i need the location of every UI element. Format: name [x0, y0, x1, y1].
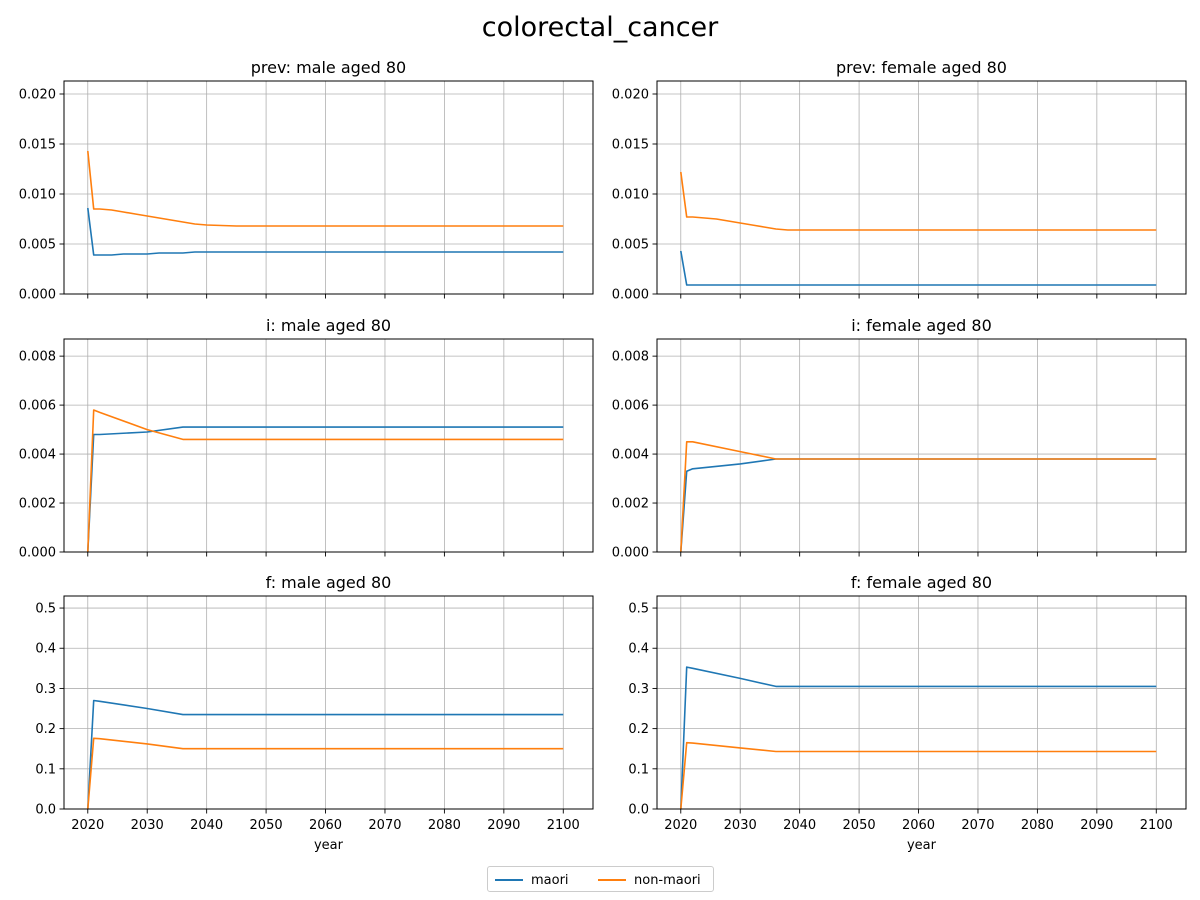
y-tick-label: 0.3	[628, 682, 649, 697]
subplot-title: prev: female aged 80	[836, 58, 1007, 77]
y-tick-label: 0.015	[612, 138, 649, 153]
subplot-prev-female-aged-80: 0.000 0.005 0.010 0.015 0.020 prev: female ag…	[612, 58, 1187, 303]
x-tick-label: 2050	[843, 818, 876, 833]
legend-line-non-maori	[598, 879, 626, 881]
y-tick-label: 0.000	[612, 546, 649, 561]
y-tick-label: 0.005	[19, 238, 56, 253]
legend-line-maori	[495, 879, 523, 881]
x-tick-label: 2020	[71, 818, 104, 833]
series-line-non-maori	[680, 171, 1157, 231]
axes-frame	[63, 595, 594, 810]
subplot-f-female-aged-80: 2020 2030 2040 2050 2060 2070 2080 2090 2100 0.0 0…	[628, 573, 1187, 853]
subplot-title: prev: male aged 80	[251, 58, 406, 77]
y-tick-label: 0.000	[612, 288, 649, 303]
x-tick-label: 2080	[1021, 818, 1054, 833]
series-line-non-maori	[680, 741, 1157, 810]
subplot-f-male-aged-80: 2020 2030 2040 2050 2060 2070 2080 2090 2100 0.0 0…	[35, 573, 594, 853]
x-tick-label: 2100	[547, 818, 580, 833]
y-tick-label: 0.0	[628, 803, 649, 818]
x-tick-label: 2040	[783, 818, 816, 833]
legend: maori non-maori	[487, 866, 714, 892]
series-line-maori	[680, 666, 1157, 810]
y-tick-label: 0.002	[612, 497, 649, 512]
y-tick-label: 0.006	[612, 399, 649, 414]
subplot-title: f: female aged 80	[851, 573, 992, 592]
series-line-maori	[87, 699, 564, 810]
axes-frame	[63, 338, 594, 553]
y-tick-label: 0.2	[35, 722, 56, 737]
x-axis-label: year	[907, 838, 937, 853]
y-tick-label: 0.004	[612, 448, 649, 463]
x-tick-label: 2060	[902, 818, 935, 833]
x-tick-label: 2070	[961, 818, 994, 833]
x-tick-label: 2070	[368, 818, 401, 833]
y-tick-label: 0.5	[628, 602, 649, 617]
series-line-non-maori	[87, 409, 564, 553]
x-tick-label: 2100	[1140, 818, 1173, 833]
x-tick-label: 2030	[131, 818, 164, 833]
y-tick-label: 0.020	[612, 88, 649, 103]
y-tick-label: 0.002	[19, 497, 56, 512]
subplot-title: f: male aged 80	[266, 573, 392, 592]
series-line-non-maori	[680, 440, 1157, 553]
x-tick-label: 2090	[487, 818, 520, 833]
series-line-non-maori	[87, 737, 564, 810]
series-line-maori	[87, 207, 564, 256]
axes-frame	[656, 80, 1187, 295]
series-line-non-maori	[87, 150, 564, 227]
y-tick-label: 0.0	[35, 803, 56, 818]
y-tick-label: 0.020	[19, 88, 56, 103]
y-tick-label: 0.008	[612, 350, 649, 365]
legend-label-maori: maori	[531, 872, 569, 888]
subplot-i-male-aged-80: 0.000 0.002 0.004 0.006 0.008 i: male aged 80	[19, 316, 594, 561]
y-tick-label: 0.000	[19, 546, 56, 561]
legend-label-non-maori: non-maori	[634, 872, 701, 888]
y-tick-label: 0.000	[19, 288, 56, 303]
y-tick-label: 0.1	[35, 762, 56, 777]
y-tick-label: 0.3	[35, 682, 56, 697]
x-tick-label: 2040	[190, 818, 223, 833]
series-line-maori	[680, 250, 1157, 286]
y-tick-label: 0.1	[628, 762, 649, 777]
y-tick-label: 0.005	[612, 238, 649, 253]
x-tick-label: 2020	[664, 818, 697, 833]
x-tick-label: 2080	[428, 818, 461, 833]
legend-item-maori: maori	[495, 867, 569, 893]
y-tick-label: 0.015	[19, 138, 56, 153]
y-tick-label: 0.4	[628, 642, 649, 657]
subplot-title: i: male aged 80	[266, 316, 391, 335]
y-tick-label: 0.008	[19, 350, 56, 365]
y-tick-label: 0.5	[35, 602, 56, 617]
axes-frame	[656, 595, 1187, 810]
x-tick-label: 2050	[250, 818, 283, 833]
subplot-i-female-aged-80: 0.000 0.002 0.004 0.006 0.008 i: female aged …	[612, 316, 1187, 561]
x-tick-label: 2060	[309, 818, 342, 833]
y-tick-label: 0.004	[19, 448, 56, 463]
y-tick-label: 0.010	[19, 188, 56, 203]
x-tick-label: 2030	[724, 818, 757, 833]
y-tick-label: 0.2	[628, 722, 649, 737]
x-tick-label: 2090	[1080, 818, 1113, 833]
y-tick-label: 0.4	[35, 642, 56, 657]
subplot-title: i: female aged 80	[851, 316, 992, 335]
axes-frame	[656, 338, 1187, 553]
x-axis-label: year	[314, 838, 344, 853]
y-tick-label: 0.010	[612, 188, 649, 203]
legend-item-non-maori: non-maori	[598, 867, 701, 893]
y-tick-label: 0.006	[19, 399, 56, 414]
subplot-prev-male-aged-80: 0.000 0.005 0.010 0.015 0.020 prev: male aged…	[19, 58, 594, 303]
axes-frame	[63, 80, 594, 295]
figure-title: colorectal_cancer	[481, 12, 719, 43]
series-line-maori	[87, 426, 564, 553]
